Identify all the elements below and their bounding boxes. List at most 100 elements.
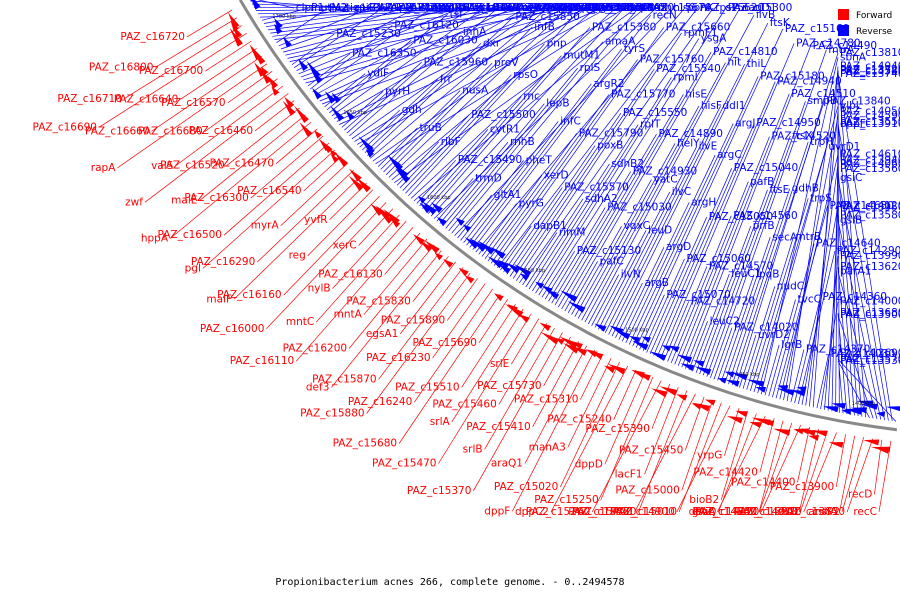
reverse-gene-label: pafB [750, 176, 774, 188]
reverse-gene-label: ppnK [687, 2, 715, 14]
reverse-gene-label: gsiC [840, 172, 862, 184]
forward-connector-line [204, 78, 278, 132]
reverse-gene-label: pafC [600, 255, 624, 267]
reverse-gene-label: PAZ_c14130 [585, 2, 649, 14]
forward-gene-label: PAZ_c15260 [526, 506, 590, 518]
forward-gene-label: PAZ_c16240 [348, 396, 412, 408]
reverse-connector-line [632, 76, 759, 347]
reverse-gene-arrow [520, 273, 530, 281]
reverse-gene-label: PAZ_c15840 [589, 2, 653, 14]
legend: Forward Reverse [838, 9, 893, 37]
reverse-gene-label: PAZ_c16360 [329, 3, 393, 15]
reverse-gene-label: nedA [522, 2, 550, 14]
forward-gene-label: PAZ_c15250 [534, 494, 598, 506]
forward-connector-line [758, 420, 784, 513]
reverse-gene-label: recN [653, 9, 677, 21]
reverse-connector-line [442, 103, 545, 227]
reverse-connector-line [837, 121, 863, 417]
reverse-connector-line [717, 274, 755, 381]
forward-gene-arrow [284, 96, 295, 109]
reverse-connector-line [551, 171, 632, 304]
forward-gene-label: PAZ_c16230 [366, 352, 430, 364]
reverse-gene-label: PAZ_c14360 [823, 291, 887, 303]
reverse-gene-label: rpiB1 [355, 2, 383, 14]
reverse-connector-line [448, 41, 604, 232]
reverse-gene-label: PAZ_c15040 [734, 162, 798, 174]
reverse-gene-arrow [418, 195, 427, 204]
forward-connector-line [461, 304, 516, 388]
reverse-gene-label: rpsB [477, 2, 501, 14]
reverse-connector-line [460, 160, 524, 241]
reverse-connector-line [291, 33, 335, 65]
reverse-connector-line [642, 258, 685, 352]
reverse-gene-label: ysgA [701, 33, 727, 45]
reverse-gene-label: ilvB [756, 9, 775, 21]
reverse-gene-label: PAZ_c15180 [760, 70, 824, 82]
reverse-gene-label: argC [717, 149, 742, 161]
reverse-gene-label: sbnA [840, 52, 867, 64]
forward-gene-label: PAZ_c15410 [466, 421, 530, 433]
forward-gene-label: srlE [490, 358, 509, 370]
reverse-gene-label: hit [728, 57, 742, 69]
reverse-connector-line [594, 230, 647, 328]
reverse-gene-label: ylmA [541, 2, 568, 14]
reverse-connector-line [408, 9, 580, 197]
forward-connector-line [511, 318, 540, 365]
reverse-connector-line [728, 141, 809, 385]
reverse-connector-line [410, 7, 616, 199]
forward-gene-label: PAZ_c15730 [477, 380, 541, 392]
reverse-connector-line [287, 7, 528, 59]
reverse-connector-line [639, 294, 665, 350]
reverse-connector-line [742, 286, 776, 389]
reverse-gene-label: PAZ_c15300 [728, 2, 792, 14]
reverse-gene-arrow [776, 388, 795, 396]
connector-lines [98, 0, 897, 513]
reverse-gene-label: mtrB [795, 231, 821, 243]
forward-connector-line [759, 418, 775, 473]
reverse-connector-line [656, 81, 776, 358]
reverse-gene-label: proW [570, 2, 598, 14]
genome-caption: Propionibacterium acnes 266, complete ge… [275, 577, 625, 588]
reverse-gene-label: PAZ_c13620 [840, 261, 900, 273]
forward-gene-arrow [751, 417, 771, 426]
forward-gene-label: PAZ_c15390 [585, 423, 649, 435]
forward-connector-line [123, 25, 242, 100]
reverse-gene-label: sdhB2 [611, 158, 644, 170]
reverse-gene-label: coaD [618, 2, 645, 14]
forward-gene-arrow [378, 210, 393, 224]
reverse-connector-line [425, 55, 562, 212]
forward-gene-label: xerC [333, 240, 357, 252]
reverse-connector-line [497, 7, 698, 269]
reverse-gene-arrow [560, 290, 578, 303]
reverse-connector-line [837, 220, 882, 420]
forward-connector-line [484, 327, 555, 450]
reverse-gene-label: rpmI [673, 71, 697, 83]
reverse-gene-arrow [312, 87, 323, 100]
reverse-connector-line [783, 116, 839, 401]
forward-gene-label: PAZ_c14900 [610, 506, 674, 518]
reverse-gene-arrow [324, 91, 336, 104]
reverse-gene-arrow [668, 345, 680, 353]
reverse-gene-label: nudC [777, 280, 804, 292]
reverse-gene-label: PAZ_c14490 [813, 40, 877, 52]
reverse-gene-label: thiL [747, 58, 767, 70]
forward-connector-line [724, 408, 740, 456]
reverse-gene-label: gdhB [792, 183, 819, 195]
forward-connector-line [532, 341, 579, 427]
reverse-gene-label: PAZ_c14720 [691, 295, 755, 307]
forward-gene-arrow [651, 388, 668, 398]
reverse-connector-line [757, 105, 839, 394]
forward-gene-arrow [355, 176, 371, 193]
forward-gene-label: PAZ_c14240 [693, 506, 757, 518]
reverse-connector-line [312, 7, 433, 93]
forward-gene-arrow [636, 372, 651, 381]
forward-gene-label: PAZ_c16520 [160, 160, 224, 172]
reverse-connector-line [354, 7, 572, 142]
reverse-connector-line [574, 179, 652, 317]
reverse-connector-line [584, 62, 726, 323]
reverse-connector-line [512, 68, 655, 279]
forward-connector-line [348, 244, 435, 349]
reverse-gene-label: yatC [654, 174, 678, 186]
reverse-connector-line [768, 299, 796, 397]
reverse-connector-line [677, 136, 770, 366]
